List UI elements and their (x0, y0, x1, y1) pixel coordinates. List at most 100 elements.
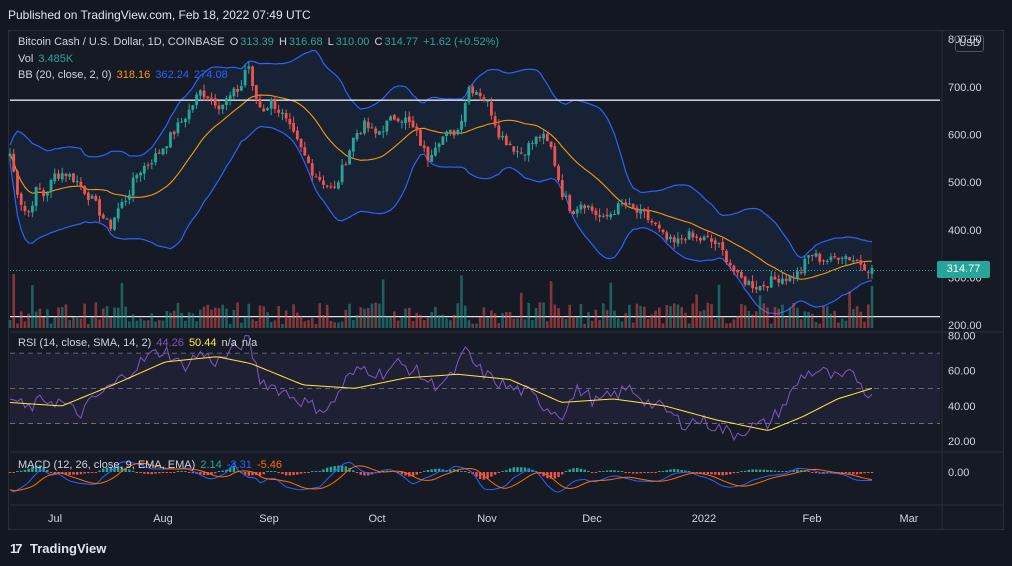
candle-body (680, 238, 684, 240)
candle-body (769, 276, 773, 288)
candle-body (124, 200, 128, 202)
candle-body (844, 256, 848, 259)
open-value: 313.39 (240, 36, 274, 48)
candle-body (848, 257, 852, 261)
volume-bar (184, 320, 187, 328)
macd-histogram-bar (665, 470, 668, 472)
volume-bar (497, 322, 501, 328)
volume-bar (616, 318, 620, 328)
macd-histogram-bar (803, 470, 807, 472)
candle-body (557, 165, 560, 181)
volume-bar (269, 321, 273, 328)
macd-histogram-bar (396, 472, 400, 474)
macd-histogram-bar (751, 469, 754, 472)
candle-body (837, 257, 840, 260)
macd-histogram-bar (38, 465, 42, 472)
volume-bar (213, 307, 217, 328)
macd-histogram-bar (605, 470, 609, 472)
macd-histogram-bar (307, 472, 310, 473)
volume-bar (281, 323, 284, 328)
candle-body (187, 109, 191, 120)
candle-body (560, 180, 564, 198)
macd-histogram-bar (822, 472, 825, 474)
macd-histogram-bar (766, 469, 769, 472)
candle-body (493, 116, 497, 126)
macd-histogram-bar (493, 472, 497, 475)
macd-histogram-bar (90, 472, 94, 473)
macd-histogram-bar (124, 468, 127, 472)
macd-histogram-bar (497, 472, 501, 473)
macd-histogram-bar (755, 469, 758, 472)
macd-histogram-bar (109, 467, 112, 472)
candle-body (594, 210, 598, 215)
candle-body (150, 163, 154, 165)
volume-bar (512, 318, 516, 328)
volume-bar (553, 304, 557, 328)
volume-bar (116, 307, 120, 328)
candle-body (157, 152, 161, 154)
macd-histogram-bar (508, 468, 512, 472)
macd-histogram-bar (277, 472, 280, 473)
volume-bar (396, 320, 400, 328)
volume-bar (329, 320, 333, 328)
volume-bar (844, 320, 848, 328)
macd-histogram-bar (49, 472, 53, 473)
candle-body (72, 173, 75, 182)
volume-bar (31, 285, 34, 328)
volume-bar (262, 306, 266, 328)
candle-body (635, 207, 639, 213)
currency-button[interactable]: USD (955, 35, 984, 52)
macd-histogram-bar (609, 470, 612, 472)
volume-bar (594, 309, 598, 328)
candle-body (247, 66, 251, 69)
candle-body (471, 86, 475, 94)
macd-histogram-bar (650, 472, 654, 473)
macd-histogram-bar (266, 471, 269, 472)
macd-hist-value: 2.14 (200, 459, 222, 471)
macd-histogram-bar (792, 469, 795, 472)
candle-body (49, 179, 53, 192)
tradingview-brand-text: TradingView (30, 541, 107, 556)
macd-histogram-bar (247, 472, 251, 476)
macd-histogram-bar (31, 466, 34, 472)
macd-histogram-bar (449, 469, 452, 472)
macd-value: -3.31 (226, 459, 252, 471)
candle-body (661, 229, 665, 233)
macd-histogram-bar (180, 471, 183, 472)
candle-body (478, 92, 482, 97)
macd-histogram-bar (292, 472, 295, 476)
volume-bar (38, 308, 42, 328)
macd-histogram-bar (706, 472, 710, 475)
macd-histogram-bar (411, 472, 415, 477)
candle-body (572, 211, 575, 214)
volume-bar (620, 321, 624, 328)
volume-bar (150, 313, 154, 328)
macd-histogram-bar (128, 469, 131, 472)
volume-bar (307, 320, 310, 328)
candle-body (747, 280, 751, 285)
candle-body (419, 129, 422, 146)
volume-bar (254, 321, 258, 328)
candle-body (799, 272, 803, 274)
volume-bar (210, 309, 213, 328)
volume-bar (837, 322, 840, 328)
macd-histogram-bar (475, 472, 478, 477)
macd-histogram-bar (303, 472, 306, 473)
candle-body (762, 285, 766, 287)
macd-histogram-bar (165, 472, 168, 473)
volume-bar (598, 319, 601, 328)
volume-bar (310, 318, 314, 328)
candle-body (236, 88, 240, 92)
volume-bar (314, 323, 318, 328)
macd-label: MACD (12, 26, close, 9, EMA, EMA) (18, 459, 196, 471)
volume-bar (527, 302, 530, 328)
candle-body (217, 105, 221, 110)
macd-histogram-bar (695, 472, 698, 474)
candle-body (359, 133, 363, 135)
volume-bar (90, 317, 94, 328)
volume-bar (695, 294, 698, 328)
candle-body (30, 205, 34, 213)
tradingview-logo[interactable]: 17 TradingView (10, 541, 106, 556)
volume-bar (646, 318, 650, 328)
